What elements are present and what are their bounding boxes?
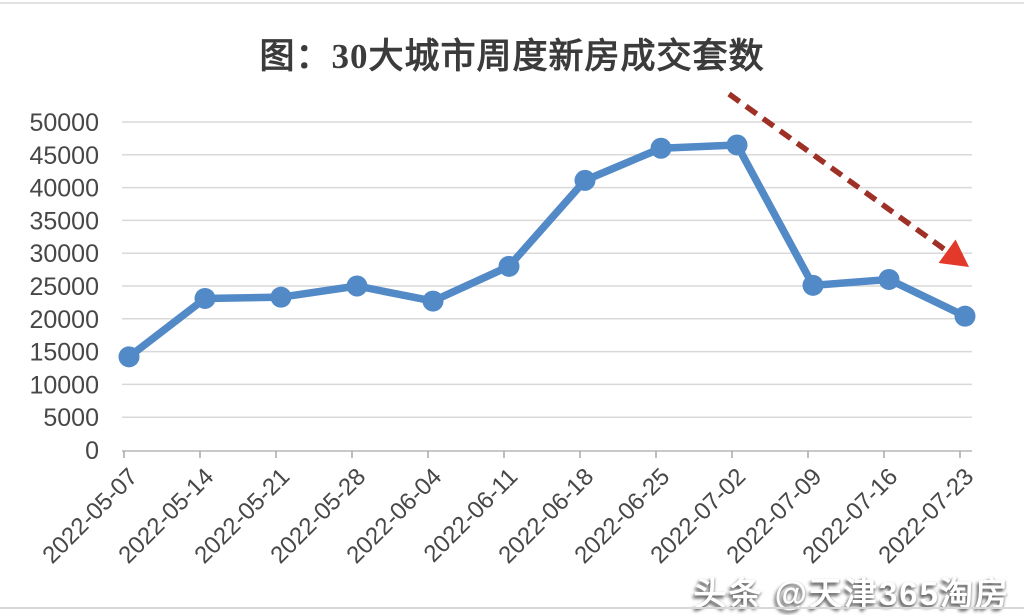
data-point-marker	[802, 274, 824, 296]
y-tick-label: 35000	[29, 207, 99, 235]
y-tick-label: 50000	[29, 109, 99, 137]
series-line	[125, 141, 969, 361]
y-tick-label: 5000	[43, 404, 99, 432]
y-tick-label: 45000	[29, 142, 99, 170]
data-point-marker	[726, 134, 748, 156]
toutiao-watermark: 头条 @天津365淘房	[693, 575, 1010, 612]
trend-arrow-dashed-shaft	[727, 91, 952, 256]
y-tick-label: 0	[85, 437, 99, 465]
data-point-marker	[118, 346, 140, 368]
data-point-marker	[270, 286, 292, 308]
data-point-marker	[498, 255, 520, 277]
data-point-marker	[194, 287, 216, 309]
y-tick-label: 30000	[29, 240, 99, 268]
trend-arrow-head	[938, 239, 969, 267]
y-tick-label: 40000	[29, 175, 99, 203]
y-tick-label: 10000	[29, 371, 99, 399]
data-point-marker	[954, 305, 976, 327]
data-point-marker	[650, 137, 672, 159]
y-tick-label: 25000	[29, 273, 99, 301]
data-point-marker	[346, 275, 368, 297]
data-point-marker	[878, 268, 900, 290]
y-tick-label: 20000	[29, 306, 99, 334]
bottom-border-line	[0, 607, 1024, 609]
y-tick-label: 15000	[29, 339, 99, 367]
chart-title: 图：30大城市周度新房成交套数	[259, 37, 765, 76]
data-point-marker	[422, 290, 444, 312]
top-border-line	[0, 2, 1024, 4]
data-point-marker	[574, 169, 596, 191]
